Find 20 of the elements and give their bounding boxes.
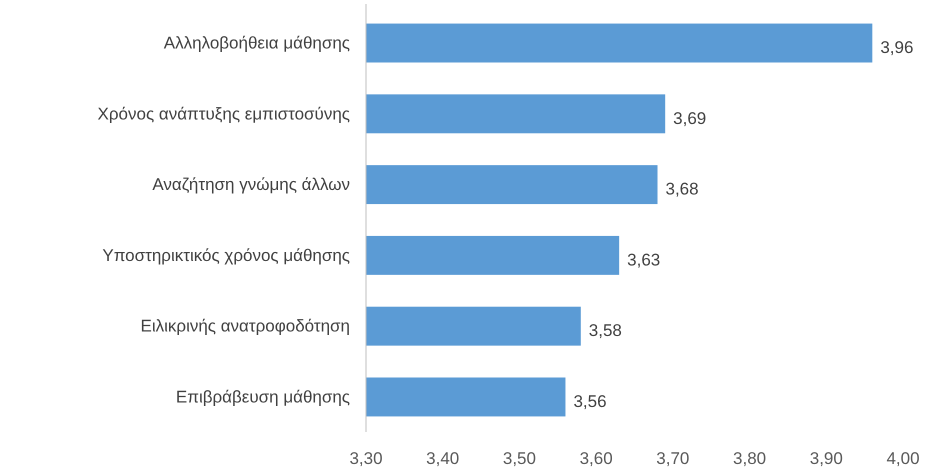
data-label: 3,58 [588, 321, 622, 340]
x-tick-label: 3,70 [656, 449, 690, 468]
x-tick-label: 3,50 [502, 449, 536, 468]
y-tick-label: Αλληλοβοήθεια μάθησης [164, 34, 350, 53]
y-tick-label: Χρόνος ανάπτυξης εμπιστοσύνης [98, 104, 350, 124]
y-tick-label: Ειλικρινής ανατροφοδότηση [140, 316, 350, 336]
x-tick-label: 3,40 [426, 449, 460, 468]
data-label: 3,56 [573, 392, 607, 411]
data-label: 3,68 [666, 180, 699, 199]
x-tick-label: 3,60 [580, 449, 613, 468]
y-tick-label: Επιβράβευση μάθησης [176, 387, 350, 406]
y-tick-label: Υποστηρικτικός χρόνος μάθησης [102, 246, 350, 265]
x-tick-label: 3,80 [733, 449, 766, 468]
x-tick-label: 4,00 [886, 449, 920, 468]
x-tick-label: 3,90 [810, 449, 843, 468]
data-label: 3,63 [627, 250, 660, 270]
x-tick-label: 3,30 [349, 449, 383, 468]
data-label: 3,69 [673, 108, 706, 128]
data-label: 3,96 [880, 38, 914, 58]
y-tick-label: Αναζήτηση γνώμης άλλων [152, 175, 350, 194]
